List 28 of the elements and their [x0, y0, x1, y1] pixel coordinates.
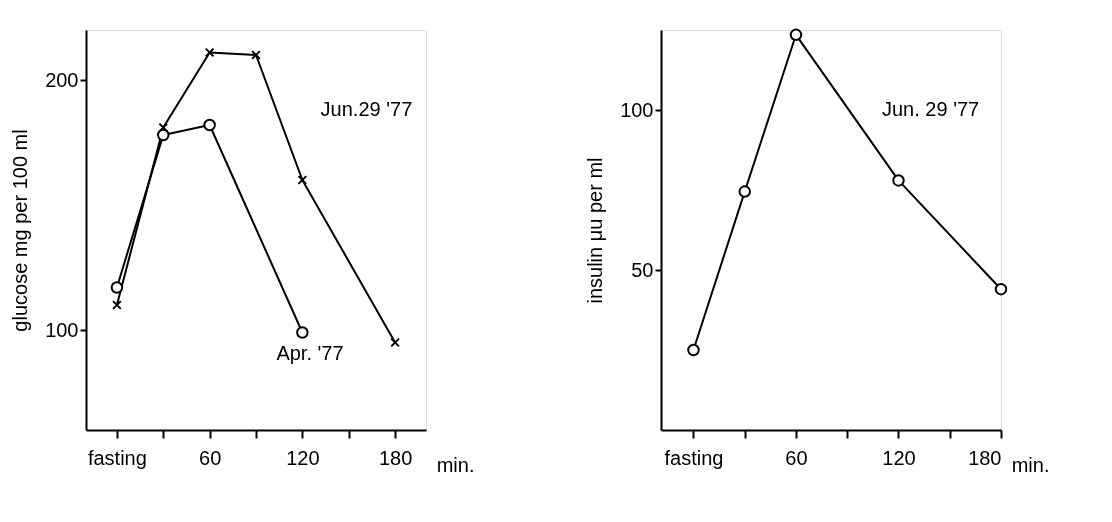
y-tick-label: 100: [45, 318, 79, 341]
point: [297, 175, 308, 185]
series-label: Apr. '77: [276, 342, 344, 364]
point: [251, 50, 261, 60]
y-axis-title: glucose mg per 100 ml: [9, 129, 32, 332]
x-tick-label: 120: [286, 446, 320, 469]
series-label: Jun. 29 '77: [882, 98, 980, 120]
y-tick-label: 200: [45, 68, 79, 91]
x-tick-label: 120: [882, 446, 916, 469]
point: [112, 300, 122, 310]
y-axis-title: insulin μu per ml: [584, 157, 607, 304]
x-tick-label: 60: [785, 446, 808, 469]
x-axis-title: min.: [436, 453, 475, 476]
x-tick-label: 60: [199, 446, 222, 469]
y-tick-label: 50: [631, 258, 654, 281]
x-tick-label: 180: [968, 446, 1002, 469]
x-tick-label: 180: [378, 446, 413, 469]
y-tick-label: 100: [620, 98, 654, 121]
point: [390, 337, 400, 348]
point: [203, 118, 216, 132]
point: [296, 326, 309, 339]
point: [110, 281, 124, 294]
x-tick-label: fasting: [87, 446, 147, 469]
point: [157, 128, 170, 142]
series-label: Jun.29 '77: [320, 98, 413, 120]
point: [204, 47, 215, 58]
x-axis-title: min.: [1011, 453, 1050, 476]
x-tick-label: fasting: [664, 446, 724, 469]
